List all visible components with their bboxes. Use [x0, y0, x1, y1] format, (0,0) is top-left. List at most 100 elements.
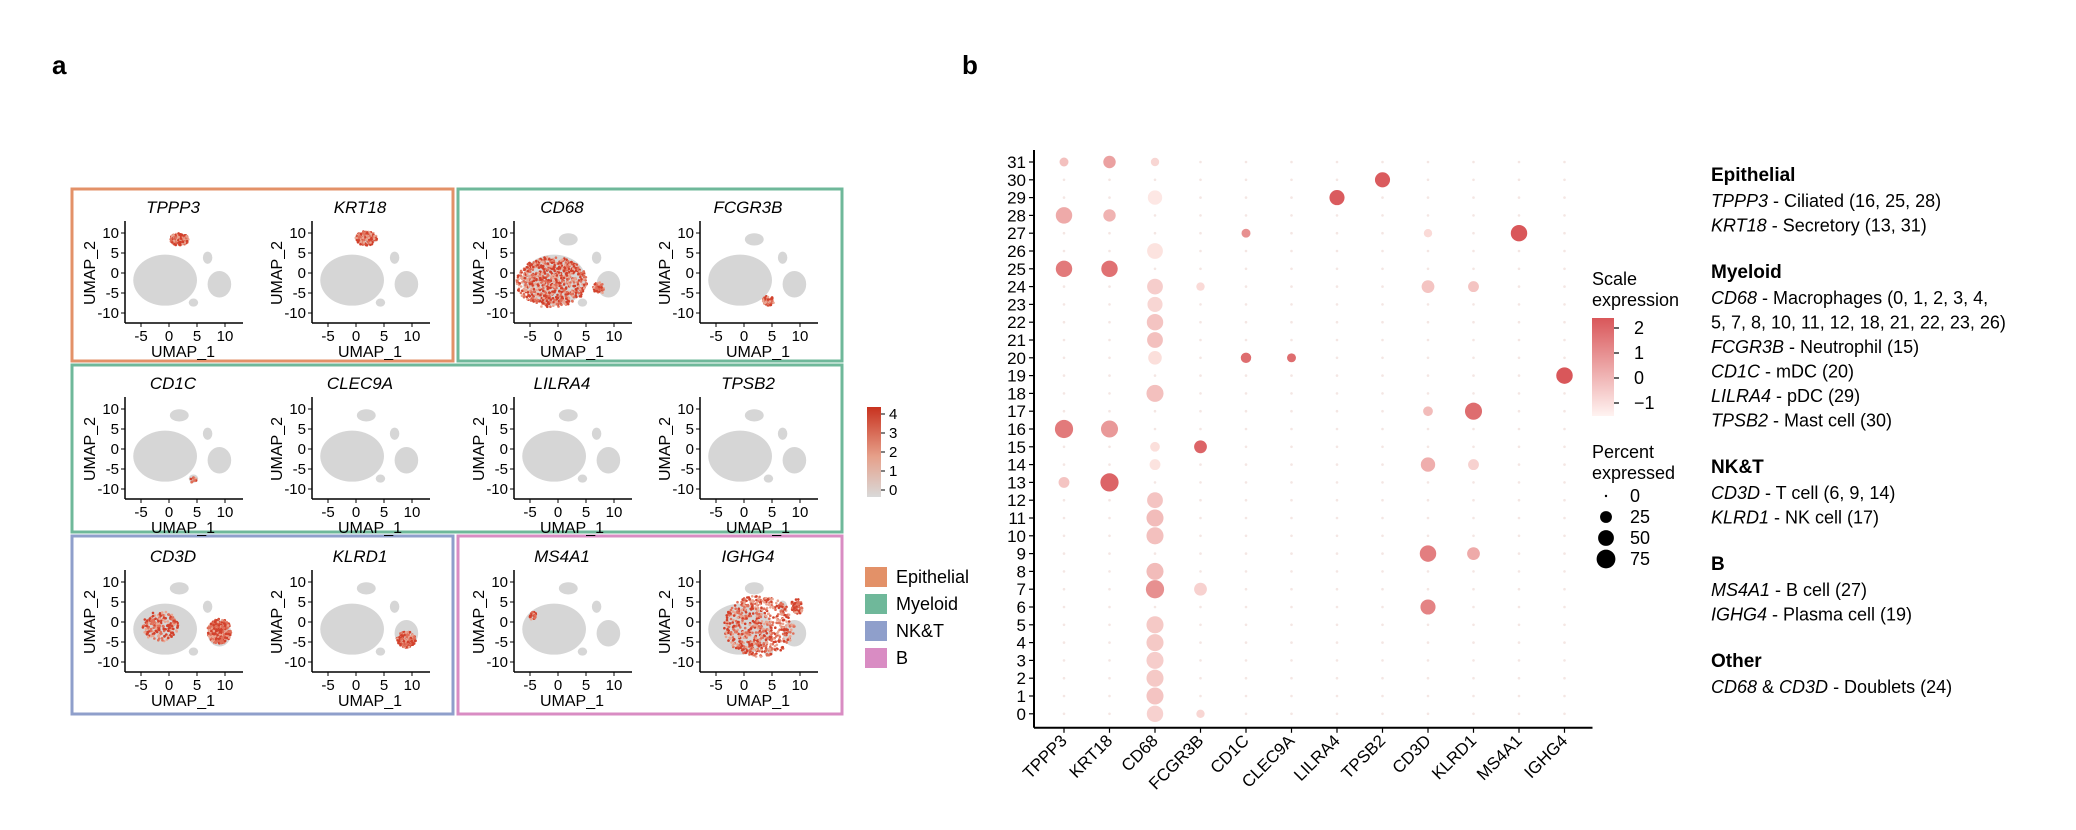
dot-empty [1517, 463, 1521, 466]
dot-empty [1563, 534, 1566, 538]
umap-cell [758, 595, 761, 599]
umap-cell [783, 608, 787, 611]
umap-cell [734, 607, 737, 610]
umap-cell [765, 652, 769, 656]
dot-empty [1108, 641, 1111, 644]
umap-cell [729, 617, 733, 621]
umap-cell [524, 283, 527, 287]
dot-empty [1290, 285, 1293, 288]
umap-cell [723, 626, 726, 630]
umap-cell [552, 280, 556, 283]
dot-empty [1472, 534, 1475, 538]
dot-cd68-c4 [1146, 634, 1164, 652]
umap-cell [567, 296, 571, 300]
umap-y-label: UMAP_2 [269, 241, 286, 305]
umap-cell [738, 640, 741, 643]
dot-empty [1517, 392, 1521, 395]
dot-empty [1108, 374, 1111, 377]
scale-expression-title-1: Scale [1592, 269, 1637, 289]
umap-cell [767, 628, 770, 632]
umap-cluster-top [356, 582, 376, 595]
dot-empty [1335, 552, 1339, 555]
dot-cd68-c23 [1147, 296, 1163, 312]
umap-cell [787, 613, 791, 617]
umap-cell [760, 606, 763, 610]
umap-cell [181, 240, 185, 244]
umap-cell [766, 623, 769, 626]
dot-empty [1472, 249, 1475, 253]
umap-cell [736, 616, 740, 619]
umap-cell [755, 615, 759, 618]
umap-cell [757, 631, 760, 634]
umap-cell [727, 629, 730, 632]
umap-cell [736, 620, 740, 624]
umap-cell [212, 624, 215, 627]
dot-empty [1381, 516, 1384, 520]
dot-empty [1199, 534, 1202, 538]
umap-cell [774, 608, 777, 611]
dot-klrd1-c17 [1464, 402, 1483, 420]
umap-cell [559, 299, 563, 303]
dot-empty [1335, 641, 1339, 644]
dot-empty [1563, 445, 1566, 449]
umap-x-tick-label: 0 [165, 328, 173, 345]
umap-cell [567, 260, 570, 263]
umap-y-tick-label: 10 [677, 574, 694, 591]
umap-cell [564, 286, 568, 289]
dot-tppp3-c16 [1054, 419, 1074, 439]
umap-cell [745, 645, 748, 649]
umap-cell [547, 258, 551, 261]
umap-cell [756, 606, 760, 610]
umap-cell [731, 621, 734, 624]
dot-krt18-c25 [1101, 260, 1118, 278]
umap-cell [781, 613, 784, 616]
umap-cell [743, 606, 746, 609]
umap-cell [790, 628, 793, 631]
dot-empty [1472, 659, 1475, 662]
umap-cell [783, 633, 787, 637]
umap-cell [219, 641, 223, 644]
umap-cell [163, 620, 167, 624]
dot-cd3d-c24 [1421, 280, 1435, 293]
umap-cell [213, 627, 216, 630]
dot-empty [1381, 676, 1384, 680]
umap-cluster-top [558, 409, 578, 422]
umap-y-label: UMAP_2 [657, 590, 674, 654]
umap-cell [354, 236, 358, 240]
dot-empty [1472, 712, 1475, 716]
umap-cell [776, 631, 779, 635]
umap-cell [170, 613, 174, 617]
dot-x-tick-label: IGHG4 [1520, 731, 1571, 782]
umap-y-label: UMAP_2 [269, 590, 286, 654]
umap-cell [737, 635, 741, 638]
umap-cell [161, 624, 165, 628]
umap-title: CLEC9A [327, 374, 393, 393]
umap-cell [761, 627, 765, 631]
umap-cell [593, 283, 597, 286]
umap-cell [739, 626, 742, 629]
umap-cell [749, 627, 753, 630]
dot-empty [1062, 641, 1066, 644]
umap-cell [757, 644, 761, 647]
umap-cell [577, 291, 581, 295]
umap-cell [226, 630, 230, 634]
dot-empty [1381, 374, 1384, 377]
umap-x-tick-label: -5 [321, 504, 334, 521]
dot-empty [1426, 160, 1430, 164]
umap-cell [755, 648, 758, 652]
annotation-segment: & [1757, 677, 1779, 697]
dot-empty [1335, 267, 1339, 271]
umap-colorbar-tick-label: 3 [889, 425, 897, 442]
dot-empty [1199, 320, 1202, 324]
dot-cd3d-c9 [1419, 545, 1437, 562]
umap-cell [144, 627, 148, 631]
umap-x-tick-label: 10 [792, 677, 809, 694]
umap-cell [567, 267, 571, 271]
annotation-segment: - Macrophages (0, 1, 2, 3, 4, [1757, 288, 1988, 308]
umap-cell [568, 273, 572, 276]
umap-cell [574, 288, 578, 291]
dot-empty [1335, 409, 1339, 413]
umap-cell [522, 287, 526, 291]
umap-title: LILRA4 [534, 374, 591, 393]
umap-cell [765, 632, 769, 635]
